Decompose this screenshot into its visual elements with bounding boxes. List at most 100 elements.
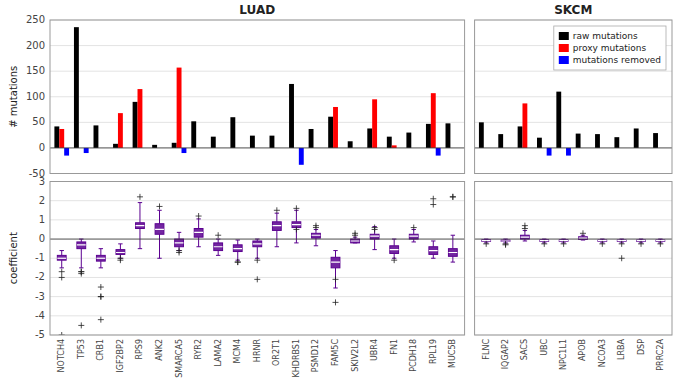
cap-high <box>60 250 64 251</box>
flier <box>657 241 663 247</box>
whisker-high <box>433 241 434 247</box>
whisker-high <box>139 203 140 223</box>
x-tick-label: FAM5C <box>331 339 340 366</box>
whisker-low <box>139 229 140 249</box>
box <box>390 246 399 254</box>
flier <box>235 259 241 265</box>
flier <box>333 299 339 305</box>
x-tick-label: UBC <box>540 339 549 356</box>
bar <box>177 68 182 148</box>
box <box>331 257 340 268</box>
cap-high <box>138 202 142 203</box>
bar <box>59 129 64 148</box>
median <box>579 238 588 239</box>
median <box>233 248 242 249</box>
flier <box>561 241 567 247</box>
x-tick-label: NOTCH4 <box>57 339 66 372</box>
x-tick-label: LRBA <box>617 338 626 360</box>
grid-line <box>50 45 465 46</box>
cap-low <box>79 267 83 268</box>
flier <box>333 276 339 282</box>
cap-high <box>177 232 181 233</box>
median <box>331 261 340 262</box>
box <box>253 241 262 247</box>
whisker-low <box>61 260 62 268</box>
flier <box>293 226 299 232</box>
whisker-high <box>296 210 297 222</box>
x-tick-label: TP53 <box>77 339 86 360</box>
median <box>521 237 530 238</box>
x-tick-label: LAMA2 <box>214 339 223 367</box>
box <box>214 243 223 251</box>
legend: raw mutationsproxy mutationsmutations re… <box>554 26 666 70</box>
grid-line <box>475 239 672 240</box>
panel: SKCMraw mutationsproxy mutationsmutation… <box>475 3 672 174</box>
flier <box>483 241 489 247</box>
flier <box>78 271 84 277</box>
legend-box <box>554 26 666 70</box>
grid-line <box>475 219 672 220</box>
bar <box>172 143 177 148</box>
median <box>194 232 203 233</box>
box <box>136 223 145 229</box>
bar <box>152 145 157 148</box>
flier <box>352 230 358 236</box>
median <box>116 252 125 253</box>
median <box>136 225 145 226</box>
whisker-low <box>159 234 160 258</box>
bar <box>653 133 658 148</box>
whisker-high <box>61 251 62 256</box>
flier <box>411 225 417 231</box>
whisker-high <box>394 239 395 246</box>
flier <box>59 274 65 280</box>
grid-line <box>50 239 465 240</box>
bar <box>576 134 581 148</box>
flier <box>78 322 84 328</box>
whisker-low <box>198 237 199 247</box>
median <box>253 243 262 244</box>
box <box>429 247 438 255</box>
x-tick-label: MUC5B <box>448 339 457 368</box>
grid-line <box>475 147 672 148</box>
y-tick-label: -4 <box>35 310 45 321</box>
bar <box>387 137 392 148</box>
flier <box>599 241 605 247</box>
median <box>448 252 457 253</box>
median <box>96 258 105 259</box>
box <box>175 239 184 247</box>
box <box>448 249 457 257</box>
y-tick-label: 100 <box>26 91 45 102</box>
x-tick-label: IGF2BP2 <box>116 339 125 373</box>
legend-swatch <box>559 44 569 52</box>
grid-line <box>475 96 672 97</box>
median <box>272 225 281 226</box>
cap-low <box>157 258 161 259</box>
flier <box>430 196 436 202</box>
x-tick-label: SMARCA5 <box>175 339 184 378</box>
whisker-high <box>335 251 336 258</box>
cap-low <box>333 287 337 288</box>
whisker-low <box>276 230 277 246</box>
cap-low <box>431 258 435 259</box>
flier <box>117 255 123 261</box>
flier <box>430 202 436 208</box>
cap-low <box>99 267 103 268</box>
x-tick-label: HRNR <box>253 339 262 363</box>
x-tick-label: SACS <box>520 339 529 360</box>
flier <box>98 294 104 300</box>
flier <box>196 213 202 219</box>
legend-label: mutations removed <box>573 55 661 65</box>
y-tick-label: -2 <box>35 271 45 282</box>
grid-line <box>475 71 672 72</box>
flier <box>98 317 104 323</box>
median <box>429 250 438 251</box>
bar <box>133 102 138 148</box>
bar <box>191 121 196 148</box>
median <box>155 229 164 230</box>
box <box>312 233 321 238</box>
cap-low <box>216 255 220 256</box>
bar <box>328 117 333 148</box>
flier <box>137 194 143 200</box>
whisker-high <box>198 219 199 229</box>
flier <box>503 241 509 247</box>
